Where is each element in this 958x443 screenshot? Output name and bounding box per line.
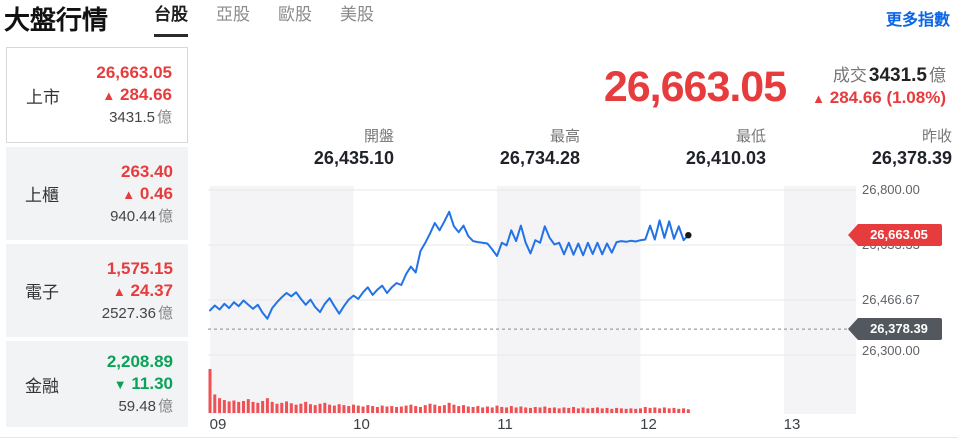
time-axis: 09 10 11 12 13 — [208, 413, 856, 439]
index-sidebar: 上市 26,663.05 ▲ 284.66 3431.5 億 上櫃 263.40 … — [6, 47, 188, 431]
tab-asia-stocks[interactable]: 亞股 — [216, 5, 251, 24]
index-values: 263.40 ▲ 0.46 940.44 億 — [110, 161, 173, 227]
current-quote: 26,663.05 成交 3431.5 億 ▲ 284.66 (1.08%) — [208, 58, 952, 116]
index-name: 電子 — [25, 283, 59, 302]
ohlc-open: 開盤 26,435.10 — [313, 128, 394, 168]
index-values: 26,663.05 ▲ 284.66 3431.5 億 — [96, 62, 172, 128]
sidebar-item-listed[interactable]: 上市 26,663.05 ▲ 284.66 3431.5 億 — [6, 47, 188, 143]
time-tick-label: 10 — [353, 416, 370, 433]
index-values: 1,575.15 ▲ 24.37 2527.36 億 — [102, 258, 173, 324]
ohlc-prev-close: 昨收 26,378.39 — [871, 128, 952, 168]
index-values: 2,208.89 ▼ 11.30 59.48 億 — [107, 351, 173, 417]
sidebar-item-financial[interactable]: 金融 2,208.89 ▼ 11.30 59.48 億 — [6, 341, 188, 427]
tab-europe-stocks[interactable]: 歐股 — [278, 5, 313, 24]
index-change: ▲ 24.37 — [112, 280, 173, 300]
time-tick-label: 13 — [783, 416, 801, 433]
axis-label: 26,800.00 — [862, 182, 920, 197]
up-triangle-icon: ▲ — [122, 186, 136, 202]
intraday-chart[interactable] — [208, 186, 856, 414]
up-triangle-icon: ▲ — [102, 88, 116, 103]
sidebar-item-electronics[interactable]: 電子 1,575.15 ▲ 24.37 2527.36 億 — [6, 244, 188, 337]
change-line: ▲ 284.66 (1.08%) — [812, 87, 946, 107]
turnover-line: 成交 3431.5 億 — [832, 64, 946, 86]
more-indices-link[interactable]: 更多指數 — [885, 12, 950, 29]
index-volume: 59.48 億 — [118, 398, 173, 415]
axis-label: 26,300.00 — [862, 343, 920, 358]
tab-taiwan-stocks[interactable]: 台股 — [154, 4, 189, 37]
index-price: 263.40 — [121, 161, 173, 181]
header: 大盤行情 台股 亞股 歐股 美股 更多指數 — [4, 0, 950, 46]
sidebar-item-otc[interactable]: 上櫃 263.40 ▲ 0.46 940.44 億 — [6, 147, 188, 240]
up-triangle-icon: ▲ — [812, 90, 826, 106]
ohlc-low: 最低 26,410.03 — [685, 128, 766, 168]
index-price: 2,208.89 — [106, 352, 173, 371]
prev-close-badge: 26,378.39 — [848, 318, 942, 340]
market-tabs: 台股 亞股 歐股 美股 — [154, 4, 374, 37]
index-change: ▲ 0.46 — [122, 183, 173, 203]
current-index-value: 26,663.05 — [603, 62, 787, 111]
index-volume: 3431.5 億 — [109, 109, 172, 126]
price-axis: 26,800.00 26,633.33 26,466.67 26,300.00 … — [848, 182, 956, 436]
time-tick-label: 12 — [640, 416, 657, 433]
down-triangle-icon: ▼ — [113, 377, 127, 392]
index-name: 上櫃 — [25, 186, 59, 205]
index-price: 1,575.15 — [106, 258, 173, 278]
up-triangle-icon: ▲ — [112, 283, 126, 299]
last-price-badge: 26,663.05 — [848, 224, 942, 246]
index-volume: 2527.36 億 — [101, 304, 173, 322]
index-change: ▲ 284.66 — [102, 85, 172, 104]
ohlc-strip: 開盤 26,435.10 最高 26,734.28 最低 26,410.03 昨… — [208, 127, 952, 170]
tab-us-stocks[interactable]: 美股 — [340, 5, 375, 24]
divider — [0, 437, 958, 438]
index-name: 金融 — [25, 376, 59, 396]
index-name: 上市 — [26, 87, 60, 107]
turnover-block: 成交 3431.5 億 ▲ 284.66 (1.08%) — [812, 65, 946, 110]
intraday-chart-svg — [208, 186, 856, 414]
axis-label: 26,466.67 — [862, 292, 920, 307]
index-change: ▼ 11.30 — [113, 374, 173, 393]
index-volume: 940.44 億 — [110, 207, 173, 225]
time-tick-label: 09 — [209, 416, 227, 433]
page-title: 大盤行情 — [4, 5, 109, 35]
time-tick-label: 11 — [497, 416, 513, 433]
index-price: 26,663.05 — [96, 63, 172, 82]
ohlc-high: 最高 26,734.28 — [499, 128, 580, 168]
